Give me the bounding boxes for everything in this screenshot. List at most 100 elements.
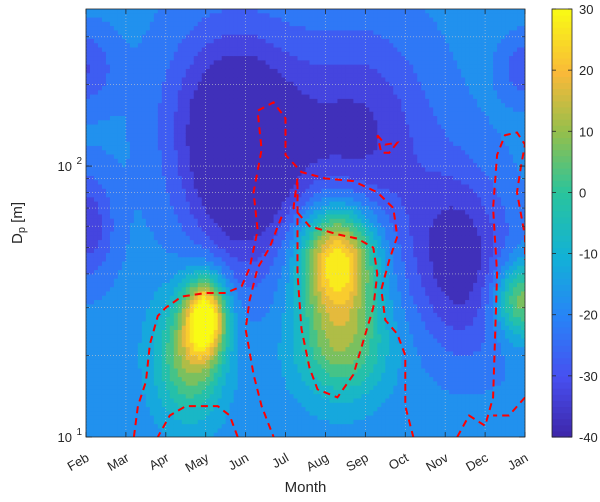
contour-cell (169, 270, 175, 275)
contour-cell (221, 73, 227, 79)
contour-cell (129, 64, 135, 70)
contour-cell (209, 98, 215, 104)
contour-cell (185, 107, 191, 113)
contour-cell (249, 419, 255, 425)
contour-cell (121, 261, 127, 267)
contour-cell (109, 295, 115, 301)
contour-cell (133, 244, 139, 250)
contour-cell (129, 398, 135, 404)
contour-cell (165, 317, 171, 323)
contour-cell (257, 184, 263, 190)
contour-cell (89, 43, 95, 49)
contour-cell (237, 330, 243, 335)
contour-cell (153, 98, 159, 104)
contour-cell (241, 240, 247, 245)
contour-cell (185, 227, 191, 233)
contour-cell (181, 103, 187, 109)
contour-cell (277, 205, 283, 211)
contour-cell (261, 342, 267, 348)
contour-cell (201, 163, 207, 168)
contour-cell (205, 137, 211, 143)
contour-cell (229, 128, 235, 134)
contour-cell (237, 111, 243, 117)
contour-cell (117, 141, 123, 147)
contour-cell (173, 98, 179, 104)
contour-cell (233, 43, 239, 49)
contour-cell (153, 223, 159, 228)
contour-cell (225, 56, 231, 61)
contour-cell (193, 218, 199, 224)
contour-cell (253, 261, 259, 267)
contour-cell (193, 103, 199, 109)
contour-cell (261, 150, 267, 156)
contour-cell (89, 34, 95, 40)
contour-cell (261, 347, 267, 352)
contour-cell (173, 124, 179, 130)
contour-cell (233, 64, 239, 70)
contour-cell (237, 193, 243, 198)
contour-cell (141, 43, 147, 49)
contour-cell (181, 424, 187, 430)
contour-cell (273, 317, 279, 323)
contour-cell (109, 64, 115, 70)
contour-cell (209, 308, 215, 314)
contour-cell (185, 257, 191, 263)
contour-cell (97, 317, 103, 323)
contour-cell (201, 321, 207, 327)
contour-cell (217, 17, 223, 23)
contour-cell (153, 73, 159, 79)
contour-cell (149, 137, 155, 143)
contour-cell (117, 381, 123, 387)
contour-cell (93, 261, 99, 267)
contour-cell (153, 116, 159, 121)
contour-cell (257, 424, 263, 430)
contour-cell (237, 368, 243, 374)
contour-cell (121, 9, 127, 14)
contour-cell (269, 381, 275, 387)
contour-cell (97, 193, 103, 198)
contour-cell (157, 171, 163, 177)
contour-cell (113, 424, 119, 430)
contour-cell (209, 428, 215, 434)
contour-cell (197, 355, 203, 361)
contour-cell (229, 355, 235, 361)
contour-cell (257, 364, 263, 370)
contour-cell (221, 214, 227, 220)
contour-cell (137, 77, 143, 83)
contour-cell (209, 34, 215, 40)
contour-cell (89, 47, 95, 53)
contour-cell (281, 81, 287, 87)
contour-cell (181, 43, 187, 49)
contour-cell (141, 77, 147, 83)
contour-cell (225, 342, 231, 348)
contour-cell (261, 17, 267, 23)
contour-cell (257, 338, 263, 344)
contour-cell (165, 26, 171, 31)
contour-cell (185, 90, 191, 96)
contour-cell (129, 30, 135, 36)
contour-cell (185, 120, 191, 126)
contour-cell (93, 124, 99, 130)
contour-cell (197, 411, 203, 417)
contour-cell (117, 154, 123, 160)
contour-cell (113, 171, 119, 177)
contour-cell (145, 317, 151, 323)
contour-cell (145, 21, 151, 27)
contour-cell (157, 372, 163, 378)
contour-cell (93, 180, 99, 186)
contour-cell (125, 257, 131, 263)
contour-cell (225, 265, 231, 271)
contour-cell (137, 218, 143, 224)
contour-cell (205, 252, 211, 258)
contour-cell (149, 86, 155, 91)
contour-cell (129, 368, 135, 374)
contour-cell (241, 60, 247, 66)
contour-cell (225, 34, 231, 40)
contour-cell (133, 377, 139, 382)
contour-cell (145, 377, 151, 382)
contour-cell (233, 86, 239, 91)
contour-cell (237, 381, 243, 387)
contour-cell (185, 197, 191, 203)
contour-cell (229, 389, 235, 395)
contour-cell (225, 21, 231, 27)
